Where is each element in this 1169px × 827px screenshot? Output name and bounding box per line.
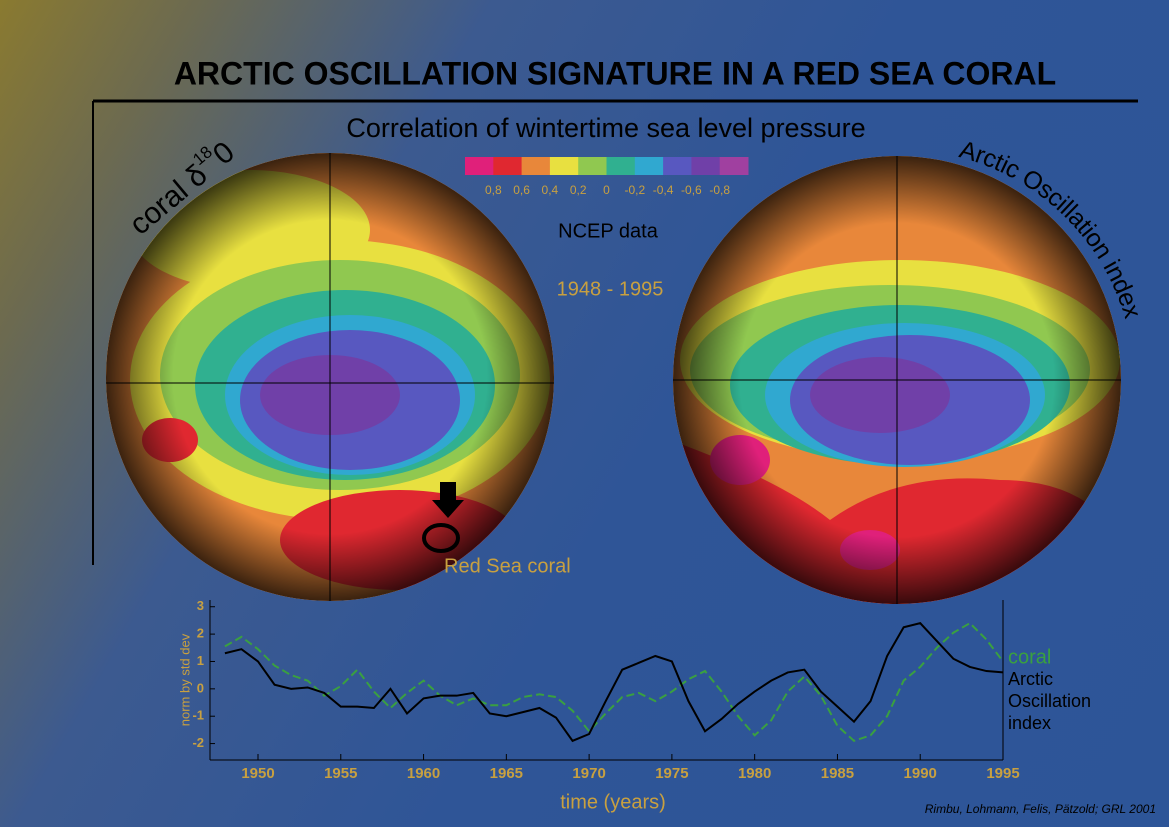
colorbar-swatch bbox=[691, 157, 721, 175]
y-tick-label: 0 bbox=[197, 680, 204, 695]
y-tick-label: 3 bbox=[197, 598, 204, 613]
citation: Rimbu, Lohmann, Felis, Pätzold; GRL 2001 bbox=[925, 802, 1156, 816]
x-tick-label: 1950 bbox=[241, 765, 274, 782]
source: NCEP data bbox=[558, 220, 659, 242]
colorbar-label: 0,4 bbox=[542, 183, 559, 197]
y-tick-label: 2 bbox=[197, 626, 204, 641]
x-tick-label: 1975 bbox=[655, 765, 688, 782]
legend-entry: coral bbox=[1008, 646, 1051, 668]
colorbar-label: 0,6 bbox=[513, 183, 530, 197]
legend-entry: Arctic Oscillation index bbox=[1008, 669, 1092, 733]
colorbar-label: -0,4 bbox=[653, 183, 674, 197]
series-line bbox=[224, 622, 1004, 743]
x-axis-title: time (years) bbox=[560, 791, 666, 813]
colorbar-swatch bbox=[578, 157, 607, 175]
colorbar-swatch bbox=[521, 157, 551, 175]
x-tick-label: 1995 bbox=[986, 765, 1019, 782]
y-tick-label: -1 bbox=[192, 708, 204, 723]
right-map bbox=[673, 156, 1121, 604]
colorbar-label: 0,8 bbox=[485, 183, 502, 197]
x-tick-label: 1980 bbox=[738, 765, 771, 782]
colorbar-label: -0,2 bbox=[624, 183, 645, 197]
colorbar-swatch bbox=[465, 157, 494, 175]
x-tick-label: 1960 bbox=[407, 765, 440, 782]
colorbar-swatch bbox=[549, 157, 579, 175]
colorbar-label: -0,6 bbox=[681, 183, 702, 197]
colorbar-swatch bbox=[719, 157, 749, 175]
x-tick-label: 1990 bbox=[904, 765, 937, 782]
colorbar-label: -0,8 bbox=[709, 183, 730, 197]
site-label: Red Sea coral bbox=[444, 555, 571, 577]
colorbar-swatch bbox=[493, 157, 523, 175]
colorbar-swatch bbox=[634, 157, 664, 175]
x-tick-label: 1970 bbox=[572, 765, 605, 782]
y-axis-title: norm by std dev bbox=[177, 633, 192, 726]
subtitle: Correlation of wintertime sea level pres… bbox=[346, 113, 865, 143]
series-line bbox=[224, 621, 1004, 742]
colorbar-swatch bbox=[663, 157, 692, 175]
title: ARCTIC OSCILLATION SIGNATURE IN A RED SE… bbox=[174, 55, 1056, 91]
colorbar-label: 0 bbox=[603, 183, 610, 197]
arrow bbox=[432, 482, 464, 518]
colorbar-label: 0,2 bbox=[570, 183, 587, 197]
y-tick-label: 1 bbox=[197, 653, 204, 668]
line-chart: -2 -1 0 1 2 3 1950 1955 1960 1965 1970 1975 1980 1985… bbox=[177, 598, 1051, 813]
label-end: 0 bbox=[207, 135, 241, 171]
x-tick-label: 1955 bbox=[324, 765, 357, 782]
x-tick-label: 1985 bbox=[821, 765, 854, 782]
colorbar-swatch bbox=[606, 157, 636, 175]
period: 1948 - 1995 bbox=[557, 278, 664, 300]
y-tick-label: -2 bbox=[192, 735, 204, 750]
x-tick-label: 1965 bbox=[490, 765, 523, 782]
colorbar: 0,8 0,6 0,4 0,2 0 -0,2 -0,4 -0,6 -0,8 bbox=[465, 157, 749, 197]
coral-site bbox=[422, 523, 460, 553]
